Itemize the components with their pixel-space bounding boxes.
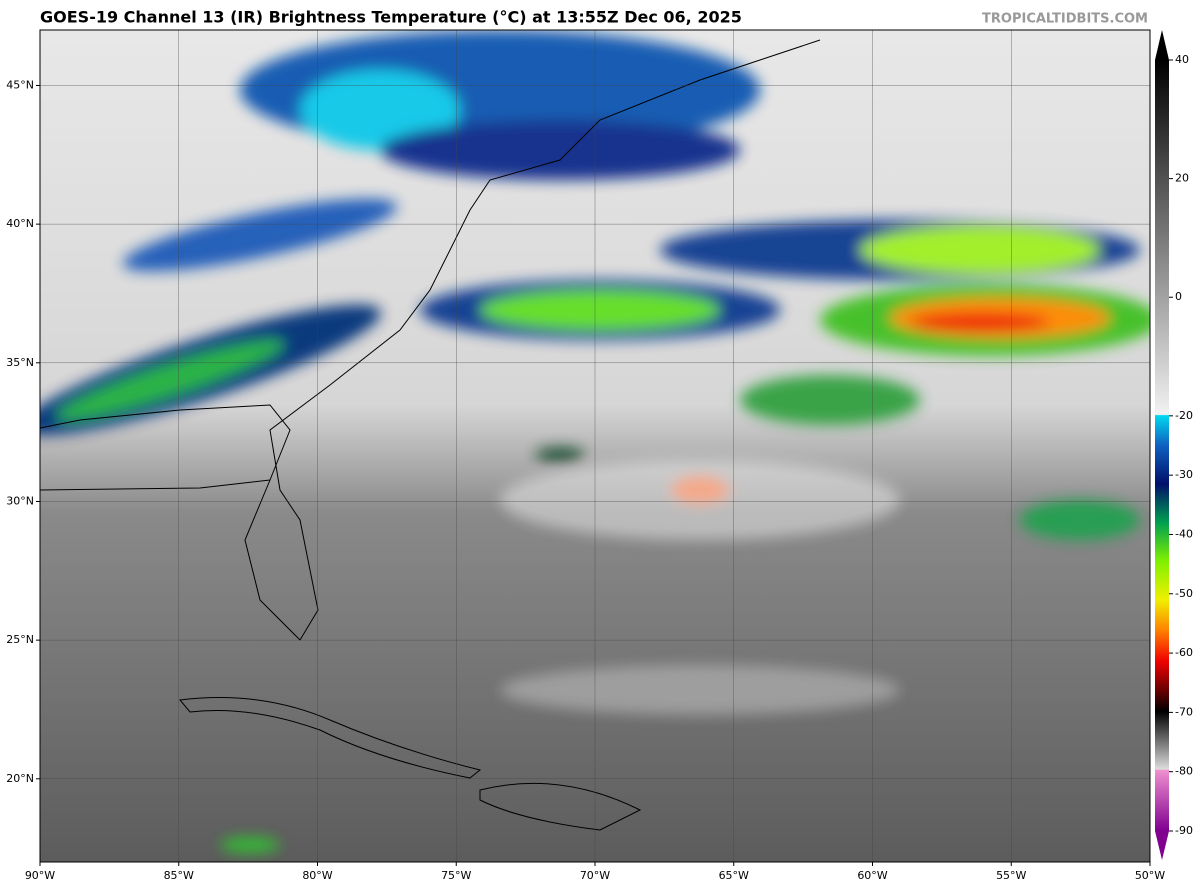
lat-label: 20°N (6, 772, 34, 785)
lon-label: 90°W (25, 869, 55, 882)
colorbar-label: -70 (1175, 705, 1193, 718)
lon-label: 70°W (580, 869, 610, 882)
lon-label: 85°W (164, 869, 194, 882)
colorbar-label: -80 (1175, 765, 1193, 778)
lat-label: 45°N (6, 78, 34, 91)
colorbar-label: -90 (1175, 824, 1193, 837)
colorbar-label: 20 (1175, 172, 1189, 185)
colorbar-extend-top (1155, 30, 1169, 60)
colorbar-label: -40 (1175, 527, 1193, 540)
lat-label: 25°N (6, 633, 34, 646)
colorbar (1155, 60, 1169, 831)
lon-label: 65°W (719, 869, 749, 882)
lat-label: 30°N (6, 494, 34, 507)
lon-label: 55°W (996, 869, 1026, 882)
colorbar-label: 40 (1175, 53, 1189, 66)
colorbar-label: -30 (1175, 468, 1193, 481)
lon-label: 50°W (1135, 869, 1165, 882)
colorbar-label: -20 (1175, 409, 1193, 422)
lat-label: 40°N (6, 217, 34, 230)
lon-label: 75°W (441, 869, 471, 882)
lon-label: 80°W (302, 869, 332, 882)
colorbar-extend-bottom (1155, 831, 1169, 860)
colorbar-label: -60 (1175, 646, 1193, 659)
colorbar-label: -50 (1175, 587, 1193, 600)
satellite-image (40, 30, 1150, 862)
title: GOES-19 Channel 13 (IR) Brightness Tempe… (40, 8, 742, 27)
source: TROPICALTIDBITS.COM (982, 12, 1148, 27)
lat-label: 35°N (6, 356, 34, 369)
colorbar-label: 0 (1175, 290, 1182, 303)
lon-label: 60°W (857, 869, 887, 882)
